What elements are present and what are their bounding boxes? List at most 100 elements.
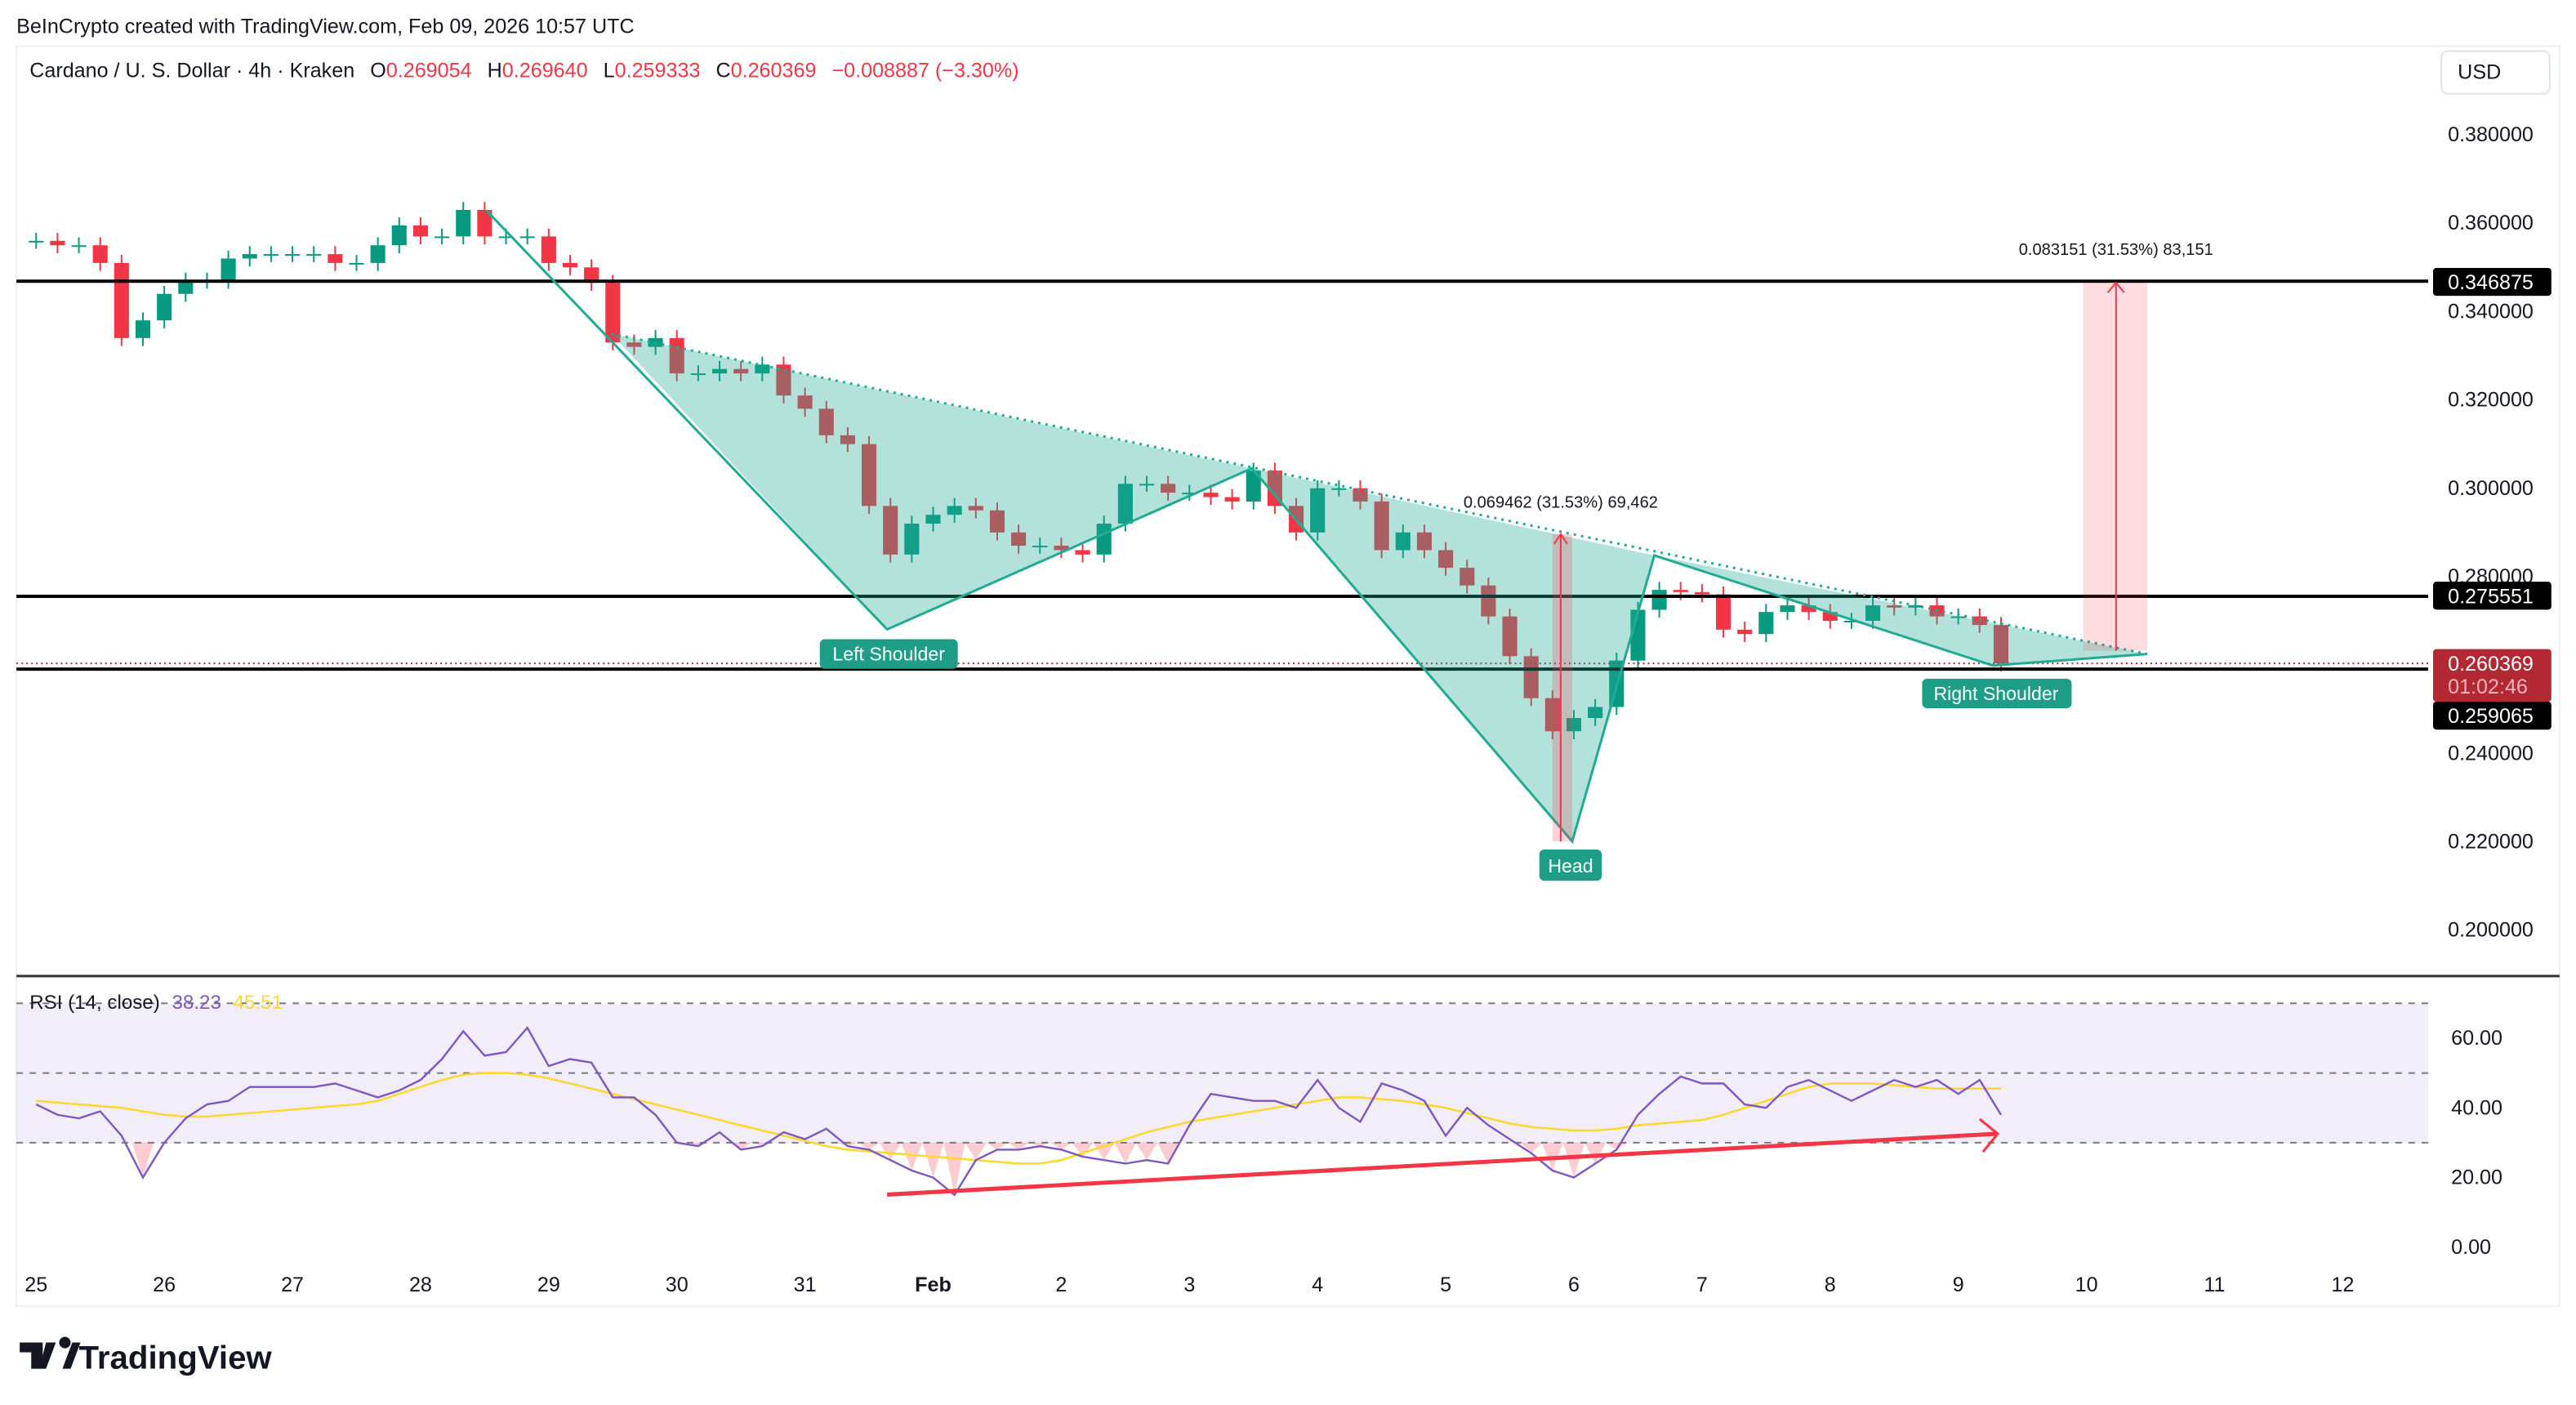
- rsi-tick-label: 40.00: [2451, 1096, 2502, 1119]
- candle-bearish: [1694, 591, 1709, 595]
- svg-text:0.259065: 0.259065: [2448, 705, 2534, 728]
- rsi-tick-label: 60.00: [2451, 1027, 2502, 1050]
- svg-text:Left Shoulder: Left Shoulder: [832, 644, 945, 665]
- candle-bearish: [1523, 656, 1539, 698]
- candle-bullish: [1182, 493, 1197, 495]
- rsi-oversold-fill: [943, 1142, 965, 1195]
- price-axis[interactable]: 0.380000 0.360000 0.340000 0.320000 0.300000…: [2448, 123, 2534, 942]
- price-tick-label: 0.300000: [2448, 477, 2534, 500]
- rsi-line: [35, 1026, 2003, 1197]
- rsi-oversold-fill: [1114, 1142, 1136, 1164]
- rsi-oversold-fill: [1584, 1142, 1607, 1164]
- time-axis[interactable]: 25 26 27 28 29 30 31 Feb 2 3 4 5 6 7 8 9 10 11 12: [25, 1273, 2354, 1296]
- candle-bullish: [71, 245, 87, 248]
- time-tick-label: 7: [1696, 1273, 1708, 1296]
- rsi-pane[interactable]: [35, 1026, 2003, 1197]
- candle-bullish: [947, 506, 962, 515]
- candle-bullish: [370, 245, 386, 263]
- right-shoulder-fill: [1654, 555, 2148, 666]
- time-tick-label: 28: [409, 1273, 432, 1296]
- time-tick-label: 5: [1440, 1273, 1451, 1296]
- candle-bullish: [178, 280, 194, 294]
- open-value: 0.269054: [386, 60, 472, 83]
- bar-countdown: 01:02:46: [2448, 676, 2528, 698]
- candle-bullish: [391, 225, 407, 246]
- logo-text: TradingView: [79, 1340, 273, 1376]
- candle-bearish: [1887, 605, 1902, 608]
- candle-bearish: [1054, 546, 1069, 551]
- pattern-outline: [485, 209, 2148, 845]
- rsi-ma-value: 45.51: [234, 992, 283, 1014]
- rsi-oversold-fill: [1050, 1142, 1072, 1150]
- candle-bearish: [92, 245, 108, 263]
- candle-bullish: [755, 364, 770, 374]
- rsi-legend[interactable]: RSI (14, close) 38.23 45.51: [29, 992, 283, 1014]
- low-value: 0.259333: [615, 60, 701, 83]
- svg-text:Cardano / U. S. Dollar · 4h ·: Cardano / U. S. Dollar · 4h · Kraken O0.…: [29, 60, 1018, 83]
- right-shoulder-label: Right Shoulder: [1922, 678, 2072, 709]
- change-value: −0.008887 (−3.30%): [831, 60, 1018, 83]
- candle-bullish: [1117, 484, 1133, 524]
- close-value: 0.260369: [731, 60, 817, 83]
- candle-bullish: [135, 320, 151, 338]
- currency-button[interactable]: USD: [2440, 50, 2551, 95]
- candle-bullish: [1566, 718, 1582, 732]
- candle-bearish: [1438, 550, 1454, 569]
- rsi-divergence-arrow[interactable]: [887, 1117, 2000, 1197]
- svg-text:0.275551: 0.275551: [2448, 585, 2534, 608]
- horizontal-levels[interactable]: [16, 279, 2428, 671]
- price-tick-label: 0.360000: [2448, 212, 2534, 234]
- candle-bearish: [776, 364, 791, 396]
- neckline-dotted: [610, 332, 2148, 656]
- price-label-support: 0.259065: [2433, 701, 2551, 730]
- candle-bearish: [968, 506, 983, 511]
- candle-bullish: [1651, 590, 1667, 610]
- candle-bullish: [1780, 605, 1795, 613]
- candle-bullish: [1395, 532, 1411, 551]
- price-tick-label: 0.340000: [2448, 300, 2534, 323]
- candle-bearish: [669, 337, 684, 374]
- price-tick-label: 0.200000: [2448, 919, 2534, 942]
- measure-target[interactable]: 0.083151 (31.53%) 83,151: [2019, 241, 2213, 651]
- credit-text: BeInCrypto created with TradingView.com,…: [16, 15, 634, 38]
- candle-bullish: [1032, 546, 1048, 548]
- candle-bearish: [1801, 605, 1816, 613]
- candle-bearish: [1203, 493, 1219, 497]
- low-label: L: [604, 60, 615, 83]
- tradingview-logo[interactable]: TradingView: [20, 1336, 273, 1376]
- symbol-title[interactable]: Cardano / U. S. Dollar · 4h · Kraken: [29, 60, 354, 83]
- head-and-shoulders-pattern[interactable]: [485, 209, 2148, 845]
- candle-bearish: [562, 262, 578, 268]
- candle-bearish: [328, 254, 343, 263]
- rsi-oversold-fill: [880, 1142, 902, 1161]
- time-tick-label: Feb: [915, 1273, 952, 1296]
- candle-bearish: [1972, 616, 1987, 626]
- candle-bullish: [221, 258, 236, 281]
- rsi-oversold-fill: [1157, 1142, 1179, 1164]
- logo-icon: [20, 1336, 81, 1369]
- measure-head[interactable]: 0.069462 (31.53%) 69,462: [1464, 494, 1658, 841]
- time-tick-label: 8: [1825, 1273, 1836, 1296]
- candle-bullish: [1139, 484, 1155, 486]
- rsi-oversold-fill: [836, 1142, 858, 1147]
- candle-bearish: [50, 240, 65, 246]
- candle-bearish: [862, 444, 877, 506]
- candle-bearish: [733, 368, 749, 374]
- time-tick-label: 26: [153, 1273, 176, 1296]
- candle-bearish: [541, 236, 556, 263]
- candle-bearish: [1075, 550, 1090, 555]
- candle-bearish: [412, 225, 428, 237]
- svg-text:0.260369: 0.260369: [2448, 653, 2534, 676]
- candle-bullish: [242, 254, 257, 259]
- candle-bearish: [1374, 501, 1389, 551]
- price-tick-label: 0.320000: [2448, 389, 2534, 412]
- candle-bearish: [1993, 625, 2009, 664]
- symbol-legend: Cardano / U. S. Dollar · 4h · Kraken O0.…: [29, 60, 1018, 83]
- candle-bearish: [1224, 497, 1240, 502]
- candle-bearish: [1502, 616, 1518, 657]
- candle-bearish: [1267, 471, 1282, 506]
- candle-bullish: [498, 236, 514, 239]
- price-label-resistance: 0.346875: [2433, 267, 2551, 297]
- rsi-oversold-fill: [131, 1142, 154, 1178]
